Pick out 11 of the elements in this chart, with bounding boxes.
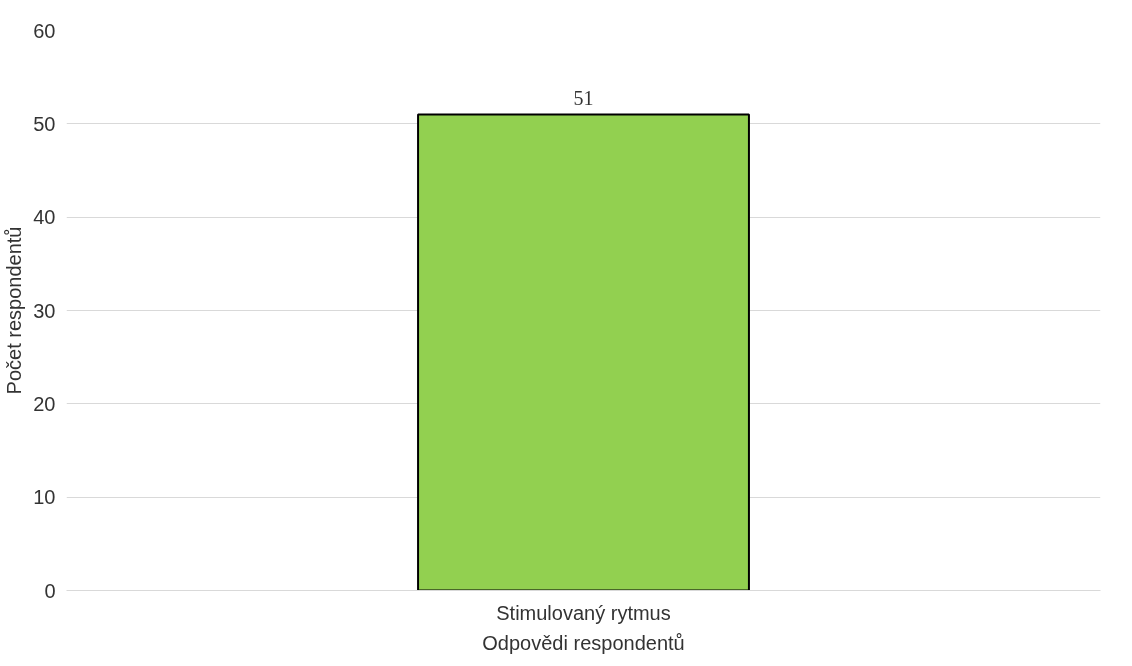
y-tick-label: 30 <box>33 299 56 322</box>
x-tick-label: Stimulovaný rytmus <box>496 601 671 624</box>
x-axis-title: Odpovědi respondentů <box>482 631 685 654</box>
y-tick-label: 60 <box>33 19 56 42</box>
y-tick-label: 10 <box>33 486 56 509</box>
y-tick-label: 50 <box>33 112 56 135</box>
y-tick-label: 40 <box>33 206 56 229</box>
y-tick-label: 20 <box>33 392 56 415</box>
data-label: 51 <box>573 86 594 109</box>
y-tick-label: 0 <box>44 579 56 602</box>
y-axis-title: Počet respondentů <box>3 226 26 395</box>
